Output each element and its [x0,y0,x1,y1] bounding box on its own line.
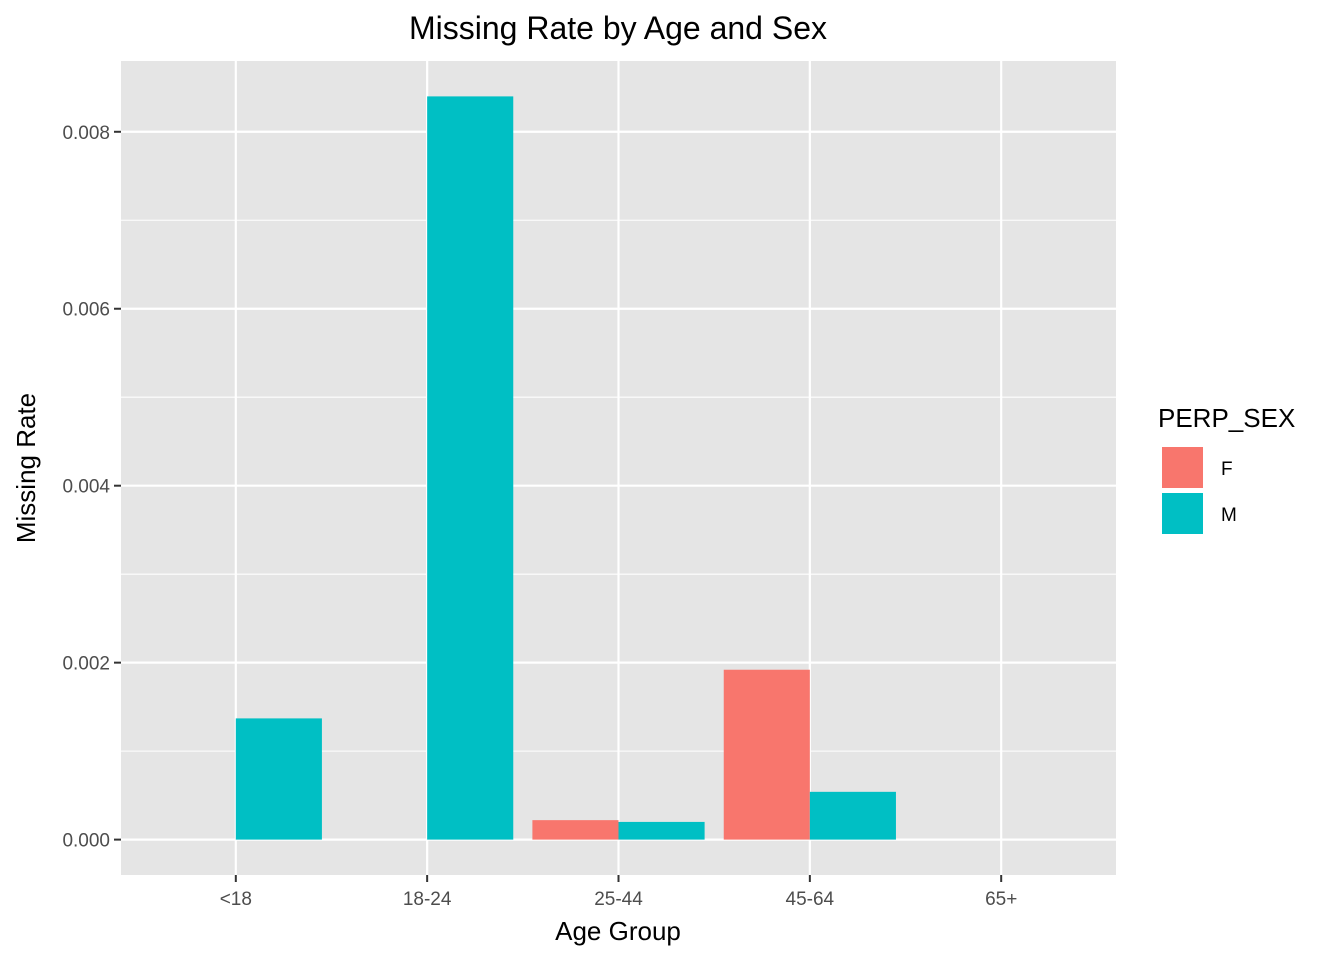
legend-label-M: M [1221,505,1237,526]
y-axis-title: Missing Rate [11,393,41,543]
legend: PERP_SEX F M [1158,403,1295,536]
x-axis-title: Age Group [555,916,681,946]
bar-M-<18 [235,718,322,840]
y-tick-label: 0.006 [62,300,110,321]
y-tick-label: 0.004 [62,477,110,498]
x-axis: <18 18-24 25-44 45-64 65+ [220,875,1017,910]
x-tick-label: 25-44 [594,889,643,910]
bar-F-25-44 [532,820,619,840]
bar-M-45-64 [809,791,896,840]
y-tick-label: 0.002 [62,654,110,675]
bar-F-45-64 [723,669,810,840]
bar-M-18-24 [427,96,514,840]
legend-label-F: F [1221,459,1233,480]
y-tick-label: 0.008 [62,123,110,144]
legend-key-M [1160,491,1205,536]
legend-title: PERP_SEX [1158,403,1295,433]
x-tick-label: 65+ [985,889,1017,910]
x-tick-label: 45-64 [786,889,835,910]
x-tick-label: <18 [220,889,252,910]
chart-title: Missing Rate by Age and Sex [409,10,827,46]
y-axis: 0.000 0.002 0.004 0.006 0.008 [62,123,121,852]
y-tick-label: 0.000 [62,831,110,852]
bars [235,96,896,840]
bar-M-25-44 [618,821,705,840]
legend-key-F [1160,445,1205,490]
x-tick-label: 18-24 [403,889,452,910]
